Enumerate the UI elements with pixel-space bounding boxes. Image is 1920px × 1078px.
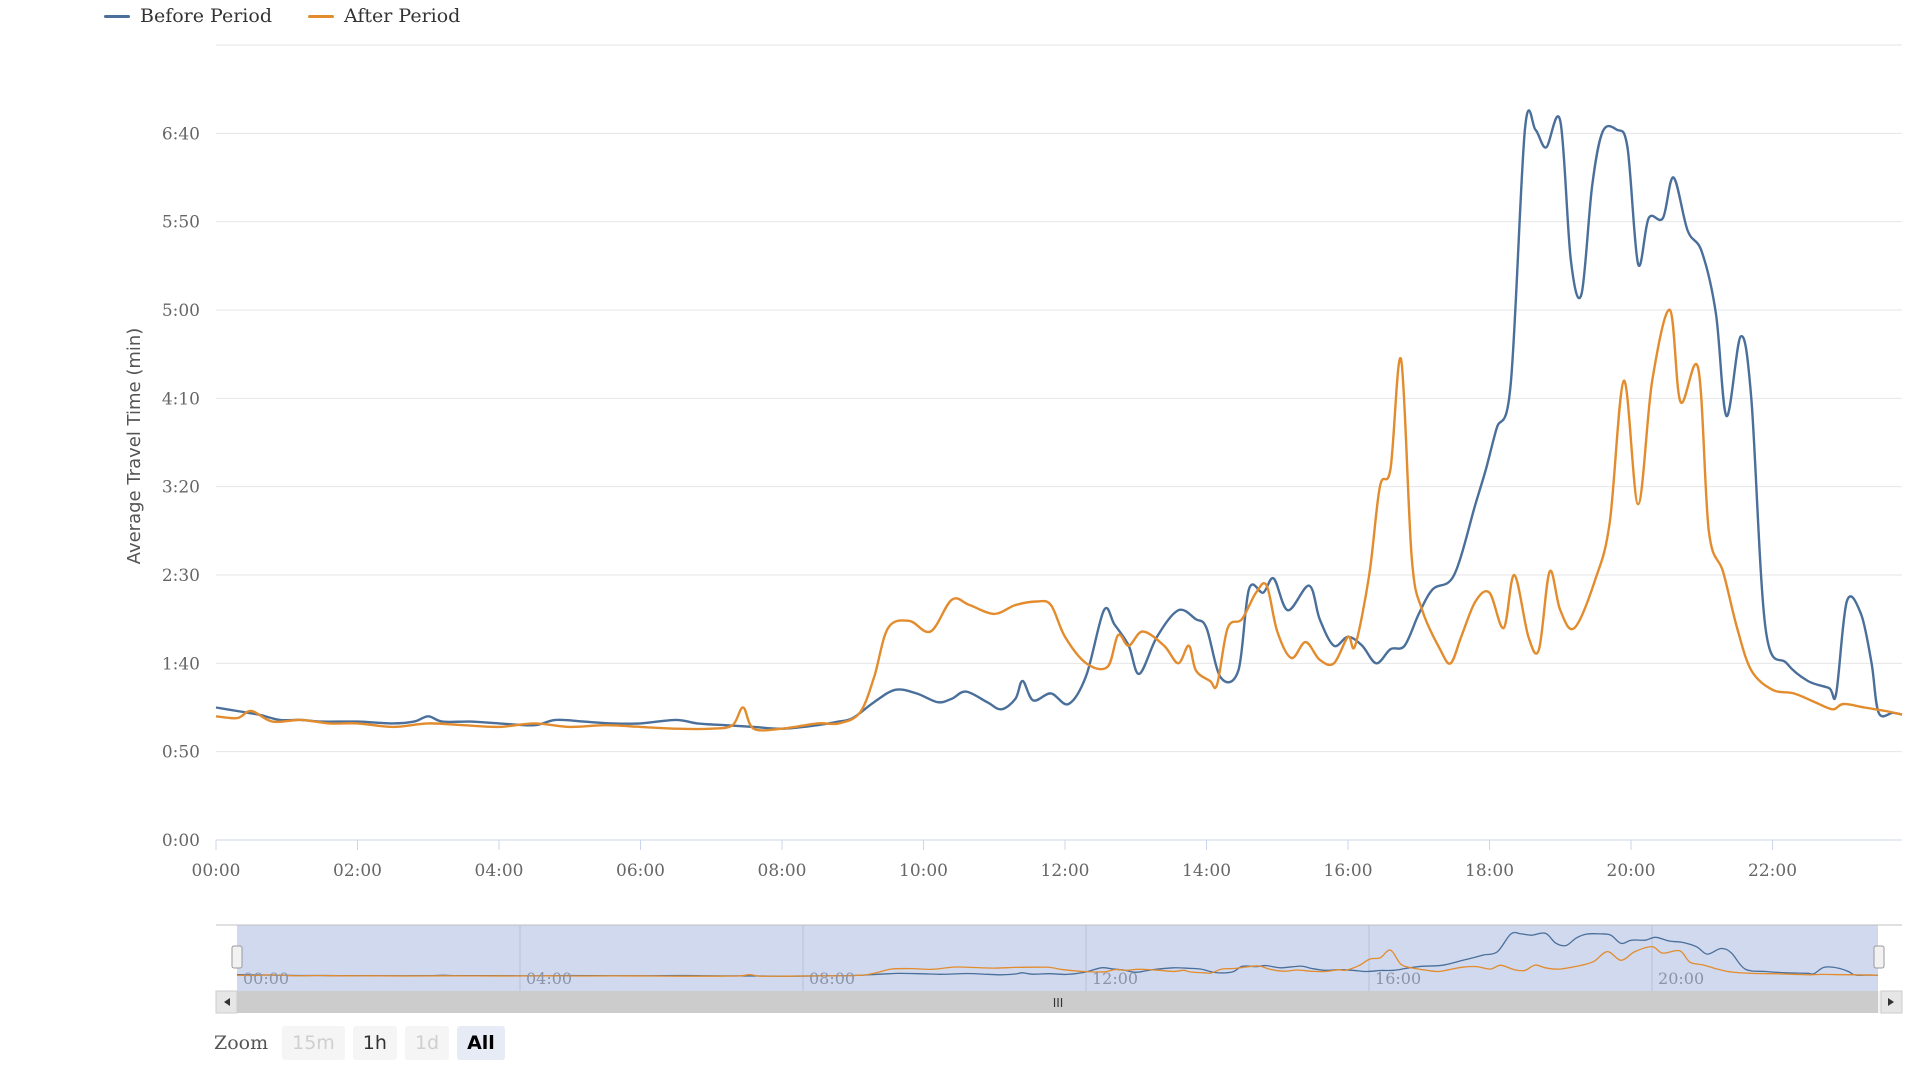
x-tick-label: 04:00	[475, 861, 524, 881]
x-tick-label: 06:00	[616, 861, 665, 881]
x-tick-label: 10:00	[899, 861, 948, 881]
legend-label-after: After Period	[343, 5, 461, 27]
zoom-15m-button[interactable]: 15m	[282, 1026, 345, 1060]
y-axis-ticks: 0:00 0:50 1:40 2:30 3:20 4:10 5:00 5:50 6:40	[162, 124, 200, 851]
x-tick-label: 12:00	[1041, 861, 1090, 881]
x-tick-label: 00:00	[192, 861, 241, 881]
navigator-label: 16:00	[1375, 969, 1421, 988]
scrollbar-thumb[interactable]	[237, 991, 1878, 1013]
x-tick-label: 22:00	[1748, 861, 1797, 881]
navigator-label: 04:00	[526, 969, 572, 988]
navigator-handle-right[interactable]	[1873, 945, 1885, 969]
x-tick-label: 16:00	[1324, 861, 1373, 881]
y-tick-label: 4:10	[162, 389, 200, 409]
legend-swatch-before	[104, 14, 130, 18]
y-axis-title: Average Travel Time (min)	[124, 328, 145, 565]
scrollbar-grip-icon: III	[1053, 996, 1064, 1010]
y-tick-label: 5:50	[162, 213, 200, 233]
legend-item-before[interactable]: Before Period	[104, 5, 272, 27]
y-tick-label: 5:00	[162, 301, 200, 321]
zoom-label: Zoom	[214, 1032, 269, 1054]
x-axis-ticks: 00:00 02:00 04:00 06:00 08:00 10:00 12:00 14:00…	[192, 840, 1797, 881]
series-group	[215, 109, 1903, 732]
navigator-series	[236, 931, 1879, 977]
legend-item-after[interactable]: After Period	[307, 5, 461, 27]
y-tick-label: 3:20	[162, 478, 200, 498]
zoom-bar: Zoom 15m 1h 1d All	[214, 1026, 505, 1060]
scroll-right-arrow-icon	[1888, 998, 1894, 1006]
navigator-handle-left[interactable]	[231, 945, 243, 969]
legend: Before Period After Period	[104, 5, 460, 27]
navigator-label: 12:00	[1092, 969, 1138, 988]
x-tick-label: 14:00	[1182, 861, 1231, 881]
navigator-label: 20:00	[1658, 969, 1704, 988]
navigator-labels: 00:00 04:00 08:00 12:00 16:00 20:00	[243, 969, 1704, 988]
zoom-1d-button[interactable]: 1d	[404, 1026, 450, 1060]
zoom-all-button[interactable]: All	[457, 1026, 505, 1060]
y-tick-label: 6:40	[162, 124, 200, 144]
legend-label-before: Before Period	[140, 5, 272, 27]
y-tick-label: 0:50	[162, 743, 200, 763]
grid-lines	[216, 44, 1902, 753]
navigator-grid	[519, 925, 1653, 991]
navigator-series-line-after	[236, 945, 1879, 977]
y-tick-label: 1:40	[162, 654, 200, 674]
navigator-label: 00:00	[243, 969, 289, 988]
x-tick-label: 20:00	[1607, 861, 1656, 881]
scroll-left-arrow-icon	[224, 998, 230, 1006]
legend-swatch-after	[307, 14, 334, 18]
x-tick-label: 08:00	[758, 861, 807, 881]
y-tick-label: 2:30	[162, 566, 200, 586]
x-tick-label: 18:00	[1465, 861, 1514, 881]
series-line-after	[215, 308, 1903, 732]
navigator[interactable]: 00:00 04:00 08:00 12:00 16:00 20:00 III	[215, 924, 1903, 1014]
navigator-label: 08:00	[809, 969, 855, 988]
x-tick-label: 02:00	[333, 861, 382, 881]
navigator-mask[interactable]	[237, 925, 1878, 991]
y-tick-label: 0:00	[162, 831, 200, 851]
zoom-1h-button[interactable]: 1h	[352, 1026, 397, 1060]
